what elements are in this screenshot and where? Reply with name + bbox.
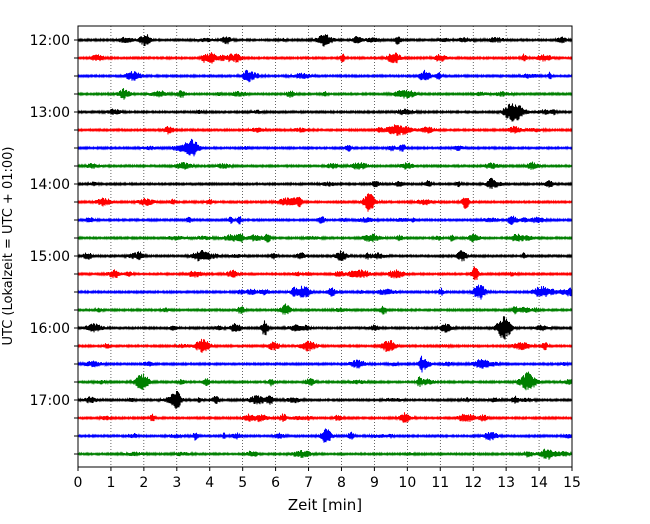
x-tick-label: 13 [497, 475, 515, 491]
trace-line [77, 103, 573, 122]
y-tick-label: 14:00 [30, 177, 70, 193]
x-tick-label: 12 [464, 475, 482, 491]
trace-line [77, 233, 573, 243]
x-tick-label: 11 [431, 475, 449, 491]
x-tick-label: 7 [304, 475, 313, 491]
trace-line [77, 448, 573, 460]
x-tick-label: 2 [139, 475, 148, 491]
y-axis: 12:00 13:00 14:00 15:00 16:00 17:00 [30, 33, 78, 455]
x-tick-label: 10 [398, 475, 416, 491]
trace-line [77, 371, 573, 391]
trace-line [77, 266, 573, 281]
trace-line [77, 138, 573, 157]
x-tick-label: 4 [205, 475, 214, 491]
x-tick-label: 1 [106, 475, 115, 491]
y-tick-label: 13:00 [30, 105, 70, 121]
y-tick-label: 17:00 [30, 393, 70, 409]
y-tick-label: 12:00 [30, 33, 70, 49]
x-tick-label: 3 [172, 475, 181, 491]
x-tick-label: 0 [74, 475, 83, 491]
x-axis-label: Zeit [min] [288, 496, 362, 514]
y-tick-label: 16:00 [30, 321, 70, 337]
trace-line [77, 88, 573, 100]
trace-line [77, 284, 573, 300]
trace-line [77, 52, 573, 64]
x-tick-label: 8 [337, 475, 346, 491]
y-tick-label: 15:00 [30, 249, 70, 265]
traces [77, 34, 573, 460]
trace-line [77, 177, 573, 189]
trace-line [77, 428, 573, 443]
x-tick-label: 15 [563, 475, 581, 491]
x-tick-label: 6 [271, 475, 280, 491]
trace-line [77, 69, 573, 83]
trace-line [77, 390, 573, 410]
trace-line [77, 338, 573, 353]
x-tick-label: 14 [530, 475, 548, 491]
trace-line [77, 215, 573, 225]
trace-line [77, 161, 573, 170]
plot-frame [77, 25, 573, 468]
trace-line [77, 193, 573, 212]
trace-line [77, 124, 573, 136]
trace-line [77, 250, 573, 262]
trace-line [77, 34, 573, 47]
trace-line [77, 303, 573, 315]
trace-line [77, 355, 573, 373]
x-axis: 0 1 2 3 4 5 6 7 8 9 10 11 12 13 14 15 [74, 467, 581, 491]
trace-line [77, 316, 573, 340]
x-tick-label: 9 [370, 475, 379, 491]
x-tick-label: 5 [238, 475, 247, 491]
y-axis-label: UTC (Lokalzeit = UTC + 01:00) [1, 147, 16, 346]
trace-line [77, 412, 573, 423]
